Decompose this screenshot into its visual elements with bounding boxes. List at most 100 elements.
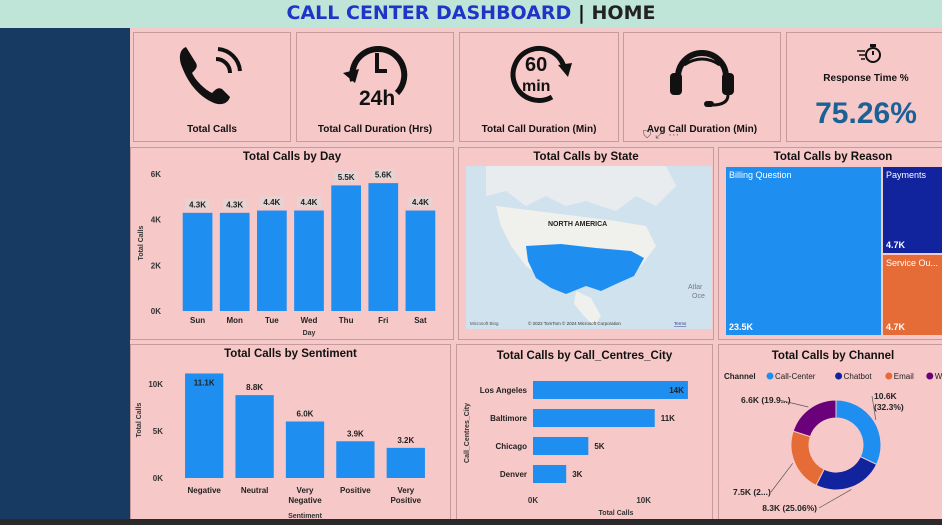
kpi-card-total-duration-min[interactable]: 60 min Total Call Duration (Min) <box>459 32 619 142</box>
y-tick-label: 4K <box>151 216 161 225</box>
page-title: CALL CENTER DASHBOARD | HOME <box>0 0 942 26</box>
y-tick-label: 0K <box>151 307 161 316</box>
data-label-bg <box>334 171 359 183</box>
y-axis-label: Total Calls <box>138 225 145 260</box>
bar[interactable] <box>285 421 325 479</box>
x-tick-label: 0K <box>528 496 538 505</box>
focus-mode-icon[interactable]: ⤢ <box>655 129 669 141</box>
terms-link[interactable]: Terms <box>674 321 687 326</box>
bar[interactable] <box>405 210 436 311</box>
chart-calls-by-state[interactable]: Total Calls by State NORTH AMERICA Atlar… <box>458 147 714 340</box>
y-tick-label: Chicago <box>495 442 527 451</box>
data-label: 11K <box>661 414 675 423</box>
x-tick-label: Mon <box>226 316 243 325</box>
stopwatch-icon <box>787 41 942 65</box>
data-label-bg <box>297 196 321 208</box>
data-label: 3.2K <box>397 436 414 445</box>
clock-24h-text: 24h <box>359 87 395 109</box>
x-tick-label: Fri <box>378 316 388 325</box>
bar[interactable] <box>386 447 425 478</box>
bar[interactable] <box>219 212 250 311</box>
x-tick-label: Positive <box>390 496 421 505</box>
title-separator: | <box>577 2 585 24</box>
x-tick-label: Sat <box>414 316 427 325</box>
x-tick-label: Neutral <box>241 486 269 495</box>
calls-by-sentiment-plot: 0K 5K 10K Total Calls 11.1K Negative 8.8K Neutr… <box>136 373 425 519</box>
sixty-text: 60 <box>525 54 547 76</box>
header-bar: CALL CENTER DASHBOARD | HOME <box>0 0 942 28</box>
x-tick-label: Tue <box>265 316 279 325</box>
leader-line <box>871 395 877 421</box>
treemap-block-payments[interactable]: Payments 4.7K <box>883 167 942 253</box>
chart-title: Total Calls by Sentiment <box>224 348 357 360</box>
bar[interactable] <box>257 210 287 311</box>
map-visual[interactable]: NORTH AMERICA Atlar Oce Microsoft Bing ©… <box>466 166 712 329</box>
chart-calls-by-reason[interactable]: Total Calls by Reason Billing Question 2… <box>718 147 942 340</box>
treemap-block-name: Payments <box>886 170 927 180</box>
x-tick-label: Negative <box>288 496 322 505</box>
min-text: min <box>522 78 550 95</box>
more-options-icon[interactable]: ⋯ <box>668 129 684 141</box>
data-label: 4.4K <box>412 198 429 207</box>
chart-title: Total Calls by Day <box>242 151 342 163</box>
bar[interactable] <box>294 210 324 311</box>
kpi-label: Total Call Duration (Hrs) <box>317 124 433 135</box>
legend-marker <box>926 372 934 380</box>
donut-slice[interactable] <box>790 430 825 487</box>
filter-icon[interactable]: ⛉ <box>643 129 656 141</box>
data-label: 6.0K <box>297 410 314 419</box>
data-label: 14K <box>669 386 684 395</box>
legend-item[interactable]: Chatbot <box>844 372 873 381</box>
kpi-card-response-time[interactable]: Response Time % 75.26% <box>786 32 942 142</box>
chart-calls-by-day[interactable]: Total Calls by Day 0K 2K 4K 6K Total Calls 4.… <box>130 147 454 340</box>
donut-slice[interactable] <box>815 456 878 491</box>
bar[interactable] <box>336 441 375 478</box>
treemap-block-service-outage[interactable]: Service Ou... 4.7K <box>883 255 942 335</box>
treemap-block-value: 4.7K <box>886 322 906 332</box>
bar[interactable] <box>182 212 213 311</box>
bar[interactable] <box>368 183 399 311</box>
chart-calls-by-sentiment[interactable]: Total Calls by Sentiment 0K 5K 10K Total Ca… <box>130 344 451 520</box>
bar[interactable] <box>185 373 224 478</box>
legend-item[interactable]: Call-Center <box>775 372 816 381</box>
leader-line <box>818 489 852 509</box>
bar[interactable] <box>533 465 567 483</box>
kpi-card-total-duration-hrs[interactable]: 24h Total Call Duration (Hrs) <box>296 32 454 142</box>
chart-calls-by-channel[interactable]: Total Calls by Channel Channel Call-Cente… <box>718 344 942 520</box>
chart-calls-by-city[interactable]: Total Calls by Call_Centres_City Los Ang… <box>456 344 713 520</box>
x-tick-label: Thu <box>339 316 354 325</box>
x-axis-label: Day <box>303 330 316 337</box>
bar[interactable] <box>533 437 589 455</box>
data-label-bg <box>371 169 396 181</box>
kpi-card-total-calls[interactable]: Total Calls <box>133 32 291 142</box>
bar[interactable] <box>331 185 361 311</box>
treemap-block-name: Service Ou... <box>886 258 939 268</box>
x-tick-label: 10K <box>636 496 651 505</box>
x-tick-label: Very <box>397 486 414 495</box>
kpi-card-avg-duration[interactable]: Avg Call Duration (Min) <box>623 32 781 142</box>
legend-item[interactable]: Web <box>935 372 942 381</box>
bar[interactable] <box>235 395 274 478</box>
treemap-block-billing[interactable]: Billing Question 23.5K <box>726 167 881 335</box>
data-label-bg <box>185 198 210 210</box>
treemap-block-value: 4.7K <box>886 240 906 250</box>
x-tick-label: Sun <box>190 316 205 325</box>
donut-slice[interactable] <box>792 399 837 438</box>
data-label-bg <box>408 196 433 208</box>
bar[interactable] <box>533 381 688 399</box>
y-tick-label: 6K <box>151 170 161 179</box>
legend-item[interactable]: Email <box>894 372 914 381</box>
bar[interactable] <box>533 409 655 427</box>
data-label: 6.6K (19.9...) <box>741 395 791 405</box>
x-axis-label: Total Calls <box>599 510 634 517</box>
60-min-icon: 60 min <box>460 37 618 109</box>
data-label: 4.3K <box>226 200 243 209</box>
chart-title: Total Calls by Reason <box>773 151 893 163</box>
data-label: 4.4K <box>301 198 318 207</box>
y-tick-label: 10K <box>148 380 163 389</box>
treemap-block-name: Billing Question <box>729 170 792 180</box>
y-axis-label: Total Calls <box>136 402 143 437</box>
data-label: 4.3K <box>189 200 206 209</box>
y-tick-label: 2K <box>151 261 161 270</box>
navigation-sidebar[interactable] <box>0 28 130 525</box>
